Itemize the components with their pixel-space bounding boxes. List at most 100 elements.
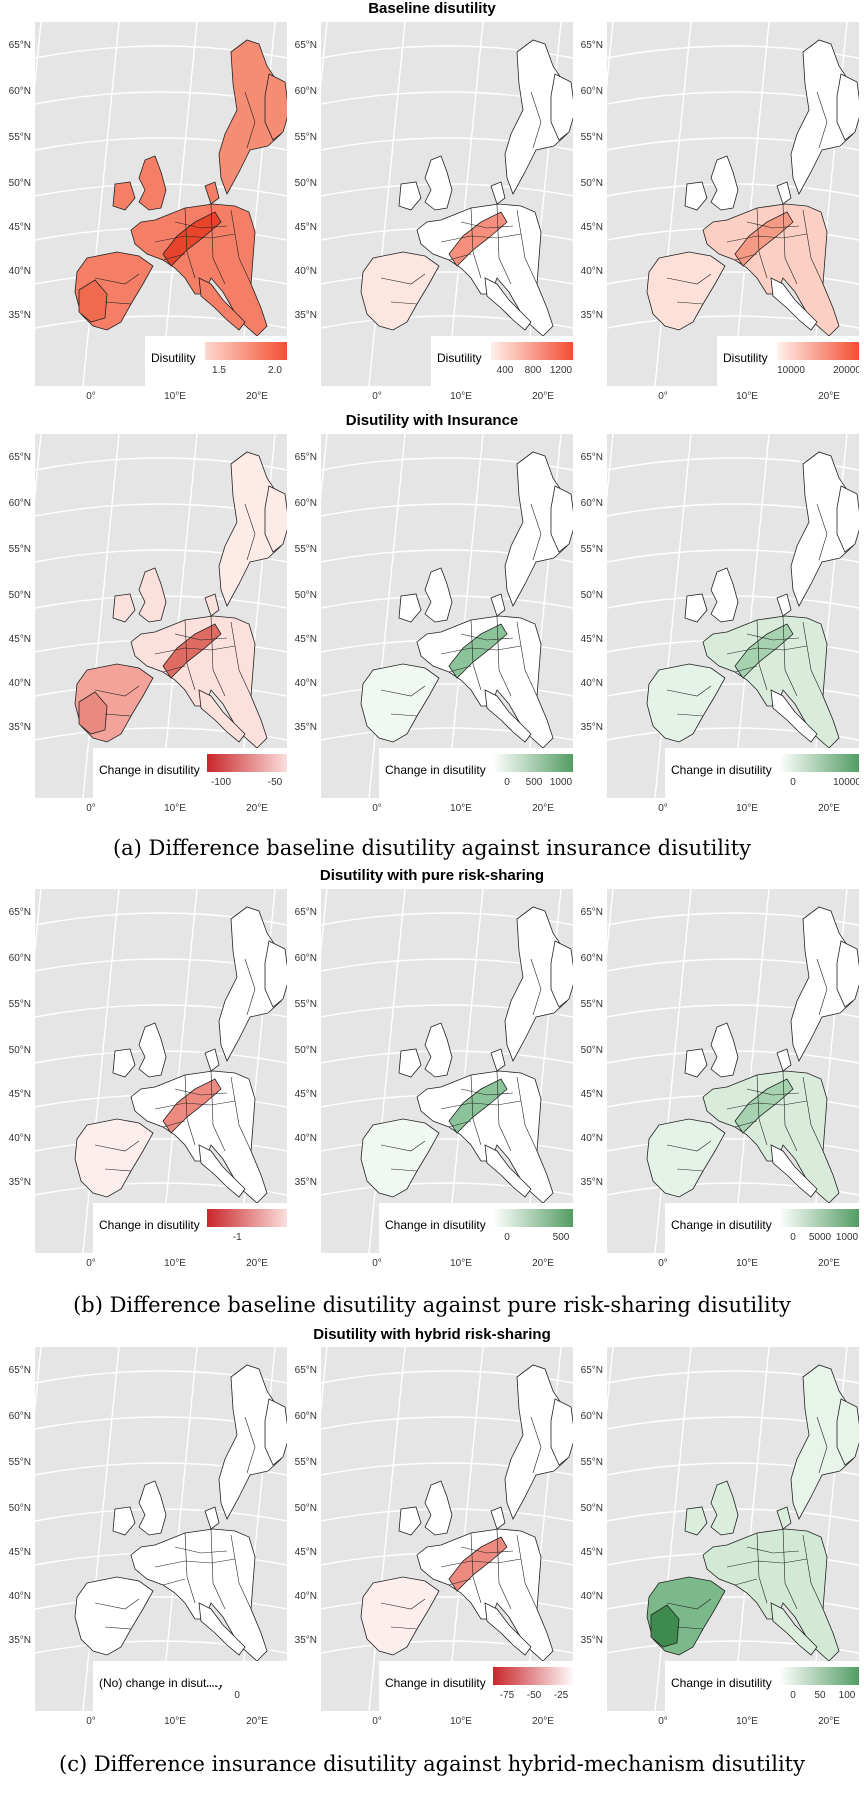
legend-tick: 1200 bbox=[550, 365, 573, 376]
longitude-label: 0° bbox=[658, 391, 668, 402]
latitude-label: 50°N bbox=[9, 178, 31, 189]
latitude-label: 45°N bbox=[581, 634, 603, 645]
europe-regions bbox=[360, 451, 573, 749]
region-italy bbox=[484, 1602, 532, 1656]
region-borders bbox=[380, 91, 542, 305]
region-iberia-west bbox=[650, 1604, 680, 1648]
region-rhine-corridor bbox=[448, 623, 508, 679]
legend-tick: 0 bbox=[790, 1232, 796, 1243]
legend-colorbar bbox=[493, 754, 573, 772]
longitude-label: 20°E bbox=[532, 391, 554, 402]
region-rhine-corridor bbox=[734, 623, 794, 679]
region-rhine-corridor bbox=[162, 211, 222, 267]
region-continent bbox=[130, 1528, 268, 1662]
legend: Disutility 1.5 2.0 bbox=[145, 336, 287, 386]
longitude-label: 20°E bbox=[818, 1716, 840, 1727]
region-borders bbox=[666, 1416, 828, 1630]
latitude-label: 35°N bbox=[9, 1177, 31, 1188]
legend-title: (No) change in disutility bbox=[99, 1676, 224, 1690]
longitude-label: 0° bbox=[658, 1716, 668, 1727]
latitude-label: 60°N bbox=[9, 86, 31, 97]
legend-tick: -50 bbox=[527, 1690, 542, 1701]
region-denmark bbox=[204, 593, 220, 617]
map-panel: 65°N 60°N 55°N 50°N 45°N 40°N 35°N 0° 10°E 20°E Ch… bbox=[286, 889, 573, 1269]
latitude-label: 40°N bbox=[9, 266, 31, 277]
region-iberia bbox=[360, 1118, 440, 1198]
legend-colorbar bbox=[491, 342, 573, 360]
longitude-label: 10°E bbox=[736, 1258, 758, 1269]
legend-tick: 10000 bbox=[777, 365, 805, 376]
region-italy bbox=[484, 1144, 532, 1198]
latitude-label: 60°N bbox=[9, 498, 31, 509]
region-borders bbox=[666, 91, 828, 305]
map-panel: 65°N 60°N 55°N 50°N 45°N 40°N 35°N 0° 10°E 20°E Di… bbox=[0, 22, 287, 402]
europe-map: 65°N 60°N 55°N 50°N 45°N 40°N 35°N 0° 10°E 20°E Ch… bbox=[4, 434, 287, 814]
latitude-label: 45°N bbox=[295, 1089, 317, 1100]
region-finland bbox=[550, 1398, 573, 1466]
europe-map: 65°N 60°N 55°N 50°N 45°N 40°N 35°N 0° 10°E 20°E Ch… bbox=[576, 1347, 859, 1727]
europe-map: 65°N 60°N 55°N 50°N 45°N 40°N 35°N 0° 10°E 20°E Ch… bbox=[4, 889, 287, 1269]
latitude-label: 55°N bbox=[9, 1457, 31, 1468]
latitude-label: 35°N bbox=[295, 722, 317, 733]
region-continent bbox=[130, 1070, 268, 1204]
map-panel: 65°N 60°N 55°N 50°N 45°N 40°N 35°N 0° 10°E 20°E Ch… bbox=[286, 1347, 573, 1727]
legend-colorbar bbox=[207, 754, 287, 772]
legend-tick: 1000 bbox=[836, 1232, 859, 1243]
region-finland bbox=[836, 940, 859, 1008]
latitude-label: 55°N bbox=[9, 999, 31, 1010]
latitude-label: 55°N bbox=[9, 544, 31, 555]
longitude-label: 0° bbox=[658, 803, 668, 814]
legend-title: Change in disutility bbox=[671, 1218, 772, 1232]
longitude-label: 20°E bbox=[532, 1716, 554, 1727]
region-italy bbox=[770, 1602, 818, 1656]
latitude-label: 65°N bbox=[581, 1365, 603, 1376]
region-britain bbox=[710, 155, 739, 211]
legend-tick: -100 bbox=[211, 777, 231, 788]
legend-colorbar bbox=[777, 342, 859, 360]
europe-map: 65°N 60°N 55°N 50°N 45°N 40°N 35°N 0° 10°E 20°E Ch… bbox=[290, 889, 573, 1269]
region-iberia bbox=[646, 251, 726, 331]
latitude-label: 35°N bbox=[581, 310, 603, 321]
legend-title: Disutility bbox=[437, 351, 482, 365]
region-denmark bbox=[204, 1506, 220, 1530]
longitude-label: 10°E bbox=[164, 1258, 186, 1269]
region-rhine-corridor bbox=[734, 1078, 794, 1134]
row-title: Disutility with Insurance bbox=[345, 412, 519, 429]
legend-tick: 5000 bbox=[809, 1232, 832, 1243]
region-italy bbox=[484, 689, 532, 743]
latitude-label: 45°N bbox=[9, 1089, 31, 1100]
region-borders bbox=[94, 958, 256, 1172]
latitude-label: 55°N bbox=[581, 999, 603, 1010]
europe-regions bbox=[360, 39, 573, 337]
latitude-label: 45°N bbox=[581, 222, 603, 233]
europe-regions bbox=[646, 39, 859, 337]
latitude-label: 35°N bbox=[295, 1635, 317, 1646]
map-panel: 65°N 60°N 55°N 50°N 45°N 40°N 35°N 0° 10°E 20°E Ch… bbox=[572, 434, 859, 814]
region-britain bbox=[424, 567, 453, 623]
latitude-label: 55°N bbox=[295, 1457, 317, 1468]
latitude-label: 65°N bbox=[295, 1365, 317, 1376]
region-continent bbox=[702, 1070, 840, 1204]
longitude-label: 20°E bbox=[532, 1258, 554, 1269]
region-finland bbox=[550, 73, 573, 141]
region-iberia-west bbox=[78, 279, 108, 323]
legend-tick: 500 bbox=[526, 777, 543, 788]
europe-regions bbox=[646, 451, 859, 749]
europe-map: 65°N 60°N 55°N 50°N 45°N 40°N 35°N 0° 10°E 20°E Di… bbox=[290, 22, 573, 402]
latitude-label: 45°N bbox=[9, 1547, 31, 1558]
region-continent bbox=[416, 1528, 554, 1662]
region-iberia bbox=[360, 1576, 440, 1656]
region-ireland bbox=[684, 181, 708, 211]
legend-tick: 20000 bbox=[833, 365, 859, 376]
latitude-label: 35°N bbox=[581, 1635, 603, 1646]
latitude-label: 50°N bbox=[581, 178, 603, 189]
legend-tick: 800 bbox=[525, 365, 542, 376]
latitude-label: 60°N bbox=[295, 1411, 317, 1422]
latitude-label: 35°N bbox=[9, 722, 31, 733]
legend: Change in disutility 0 10000 bbox=[665, 748, 859, 798]
latitude-label: 50°N bbox=[295, 178, 317, 189]
region-denmark bbox=[776, 1506, 792, 1530]
longitude-label: 0° bbox=[372, 803, 382, 814]
figure-caption: (b) Difference baseline disutility again… bbox=[73, 1293, 791, 1317]
legend-tick: -50 bbox=[268, 777, 283, 788]
